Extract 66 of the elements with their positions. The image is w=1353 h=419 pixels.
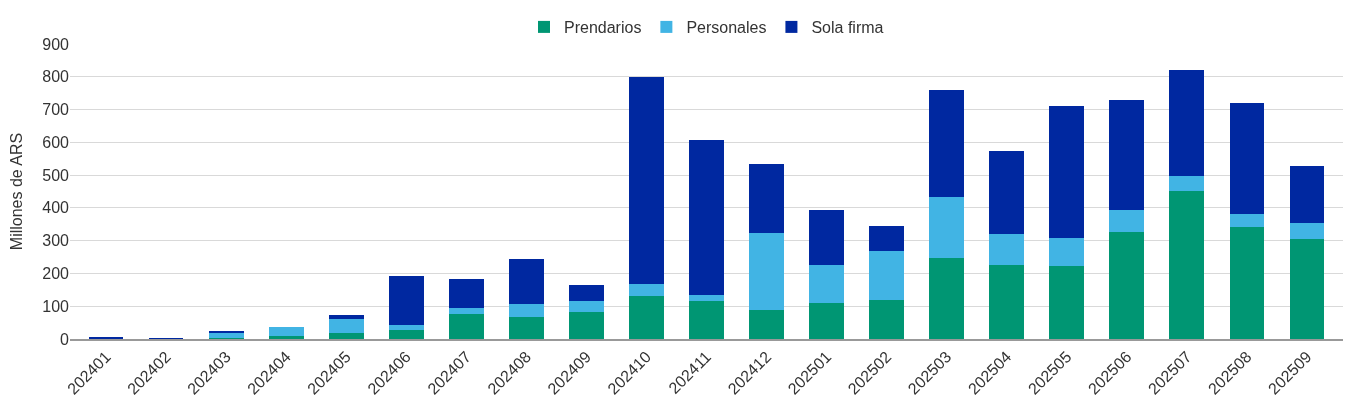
bar (629, 77, 664, 285)
bar (989, 150, 1025, 234)
bar (568, 284, 604, 301)
bar (1049, 238, 1085, 267)
bar (989, 233, 1025, 266)
legend-label: Personales (686, 19, 767, 37)
bar (328, 332, 364, 339)
bar (1289, 165, 1325, 224)
bar (689, 300, 724, 339)
legend-label: Sola firma (811, 19, 884, 37)
legend-label: Prendarios (564, 19, 642, 37)
bar (869, 299, 905, 339)
bar (749, 233, 784, 310)
bar (268, 336, 304, 339)
bar (1109, 232, 1145, 339)
bar (869, 250, 905, 300)
bar (1169, 69, 1205, 177)
bar (1229, 214, 1265, 227)
bar (929, 89, 965, 197)
bar (508, 258, 544, 304)
bar (448, 314, 484, 339)
bar (749, 309, 784, 339)
bar (448, 279, 484, 308)
bar (809, 302, 845, 339)
bar (989, 265, 1025, 339)
bar (1109, 100, 1145, 211)
y-tick-label: 700 (42, 101, 70, 119)
bar (1109, 210, 1145, 233)
bar (629, 284, 664, 296)
bar (388, 276, 424, 325)
y-tick-label: 0 (60, 330, 70, 348)
bar (568, 312, 604, 339)
bar (1289, 223, 1325, 239)
bar (929, 196, 965, 258)
bar (388, 330, 424, 339)
bar (869, 225, 905, 251)
bar (689, 294, 724, 301)
bar (1289, 238, 1325, 339)
y-tick-label: 400 (42, 199, 70, 217)
bar (388, 324, 424, 331)
bar (328, 319, 364, 333)
bar (508, 317, 544, 339)
bar (568, 300, 604, 313)
y-tick-label: 500 (42, 166, 70, 184)
y-tick-label: 900 (42, 35, 70, 53)
bar (268, 326, 304, 337)
bar (1169, 176, 1205, 191)
bar (929, 257, 965, 339)
bar (1229, 226, 1265, 339)
y-tick-label: 600 (42, 133, 70, 151)
bar (1169, 190, 1205, 339)
y-tick-label: 800 (42, 68, 70, 86)
bar (749, 164, 784, 234)
y-tick-label: 200 (42, 265, 70, 283)
bar (689, 140, 724, 295)
y-tick-label: 100 (42, 297, 70, 315)
bar (1049, 266, 1085, 339)
y-axis-title: Millones de ARS (8, 132, 26, 251)
bar (508, 303, 544, 318)
bar (1049, 106, 1085, 239)
y-tick-label: 300 (42, 232, 70, 250)
bar (328, 315, 364, 320)
bar (629, 295, 664, 339)
bar (809, 210, 845, 265)
bar (1229, 103, 1265, 215)
bar (809, 264, 845, 303)
